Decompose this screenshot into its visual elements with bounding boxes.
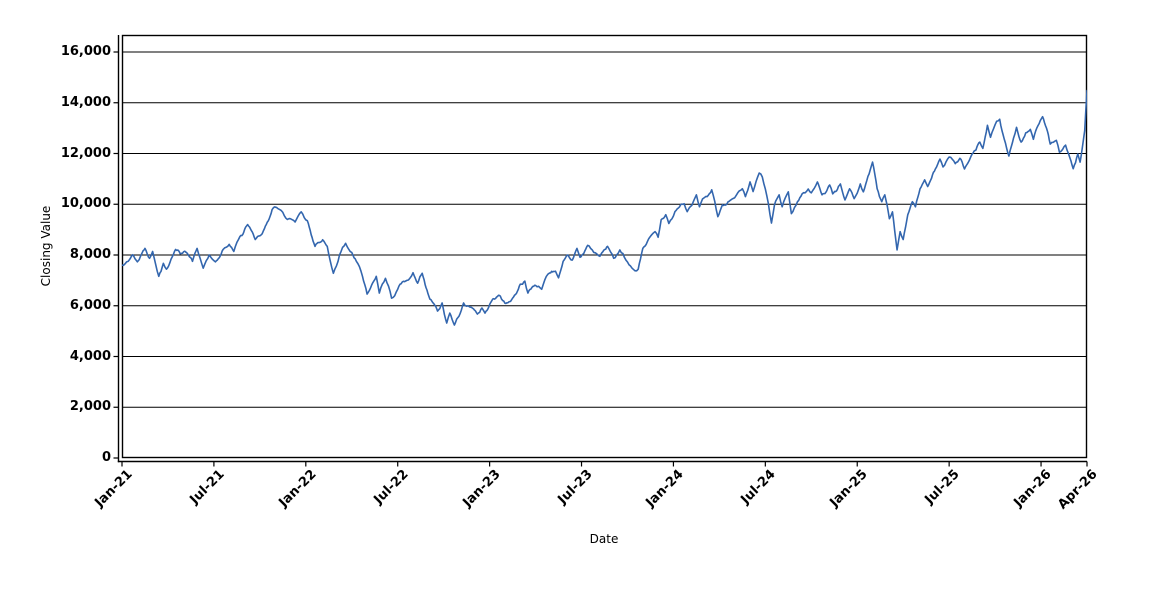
- y-tick-label: 14,000: [60, 94, 111, 110]
- y-tick-label: 0: [101, 450, 111, 465]
- y-tick-label: 8,000: [69, 247, 111, 262]
- y-axis-title: Closing Value: [39, 205, 53, 287]
- x-axis-title: Date: [589, 532, 619, 546]
- y-tick-label: 10,000: [60, 196, 111, 212]
- y-tick-label: 4,000: [69, 348, 111, 364]
- y-tick-label: 12,000: [60, 145, 111, 161]
- y-tick-label: 16,000: [60, 44, 111, 59]
- y-tick-label: 6,000: [69, 297, 111, 313]
- series-line: [122, 89, 1087, 326]
- y-tick-label: 2,000: [69, 399, 111, 415]
- plot-border: [121, 34, 1088, 459]
